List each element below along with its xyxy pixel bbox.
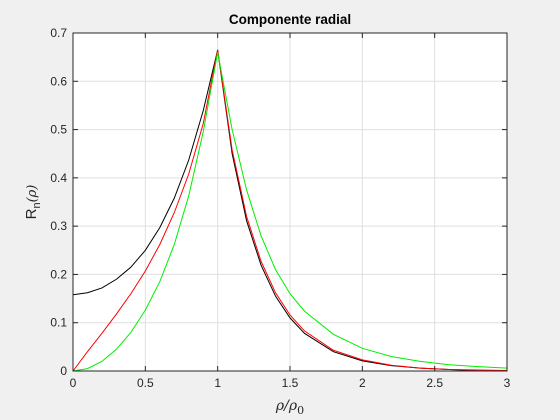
y-tick-label: 0.4	[50, 171, 67, 185]
y-tick-label: 0.2	[50, 267, 67, 281]
y-axis-label-main: R	[23, 208, 40, 219]
x-tick-label: 2	[359, 376, 366, 390]
chart-title: Componente radial	[229, 12, 351, 27]
x-tick-label: 3	[504, 376, 511, 390]
y-tick-label: 0.3	[50, 219, 67, 233]
x-tick-label: 1	[214, 376, 221, 390]
grid	[73, 33, 507, 371]
y-tick-label: 0.5	[50, 123, 67, 137]
x-tick-label: 0	[70, 376, 77, 390]
ticks: 0 0.5 1 1.5 2 2.5 3 0 0.1 0.2 0.3 0.4 0.5 0.6 0.7	[50, 26, 510, 390]
x-axis-label-main: ρ/ρ	[275, 398, 298, 414]
y-tick-label: 0.1	[50, 316, 67, 330]
series-line-2	[72, 49, 508, 372]
y-axis-label: Rn(ρ)	[23, 185, 43, 220]
y-axis-label-sub: n	[31, 202, 43, 208]
series-line-3	[72, 52, 508, 372]
x-axis-label: ρ/ρ0	[275, 398, 304, 417]
y-tick-label: 0.6	[50, 74, 67, 88]
series-layer	[72, 49, 508, 372]
x-tick-label: 1.5	[282, 376, 299, 390]
y-axis-label-arg: (ρ)	[25, 185, 40, 203]
x-tick-label: 0.5	[137, 376, 154, 390]
y-tick-label: 0	[60, 364, 67, 378]
x-axis-label-sub: 0	[297, 404, 304, 417]
x-tick-label: 2.5	[426, 376, 443, 390]
y-tick-label: 0.7	[50, 26, 67, 40]
